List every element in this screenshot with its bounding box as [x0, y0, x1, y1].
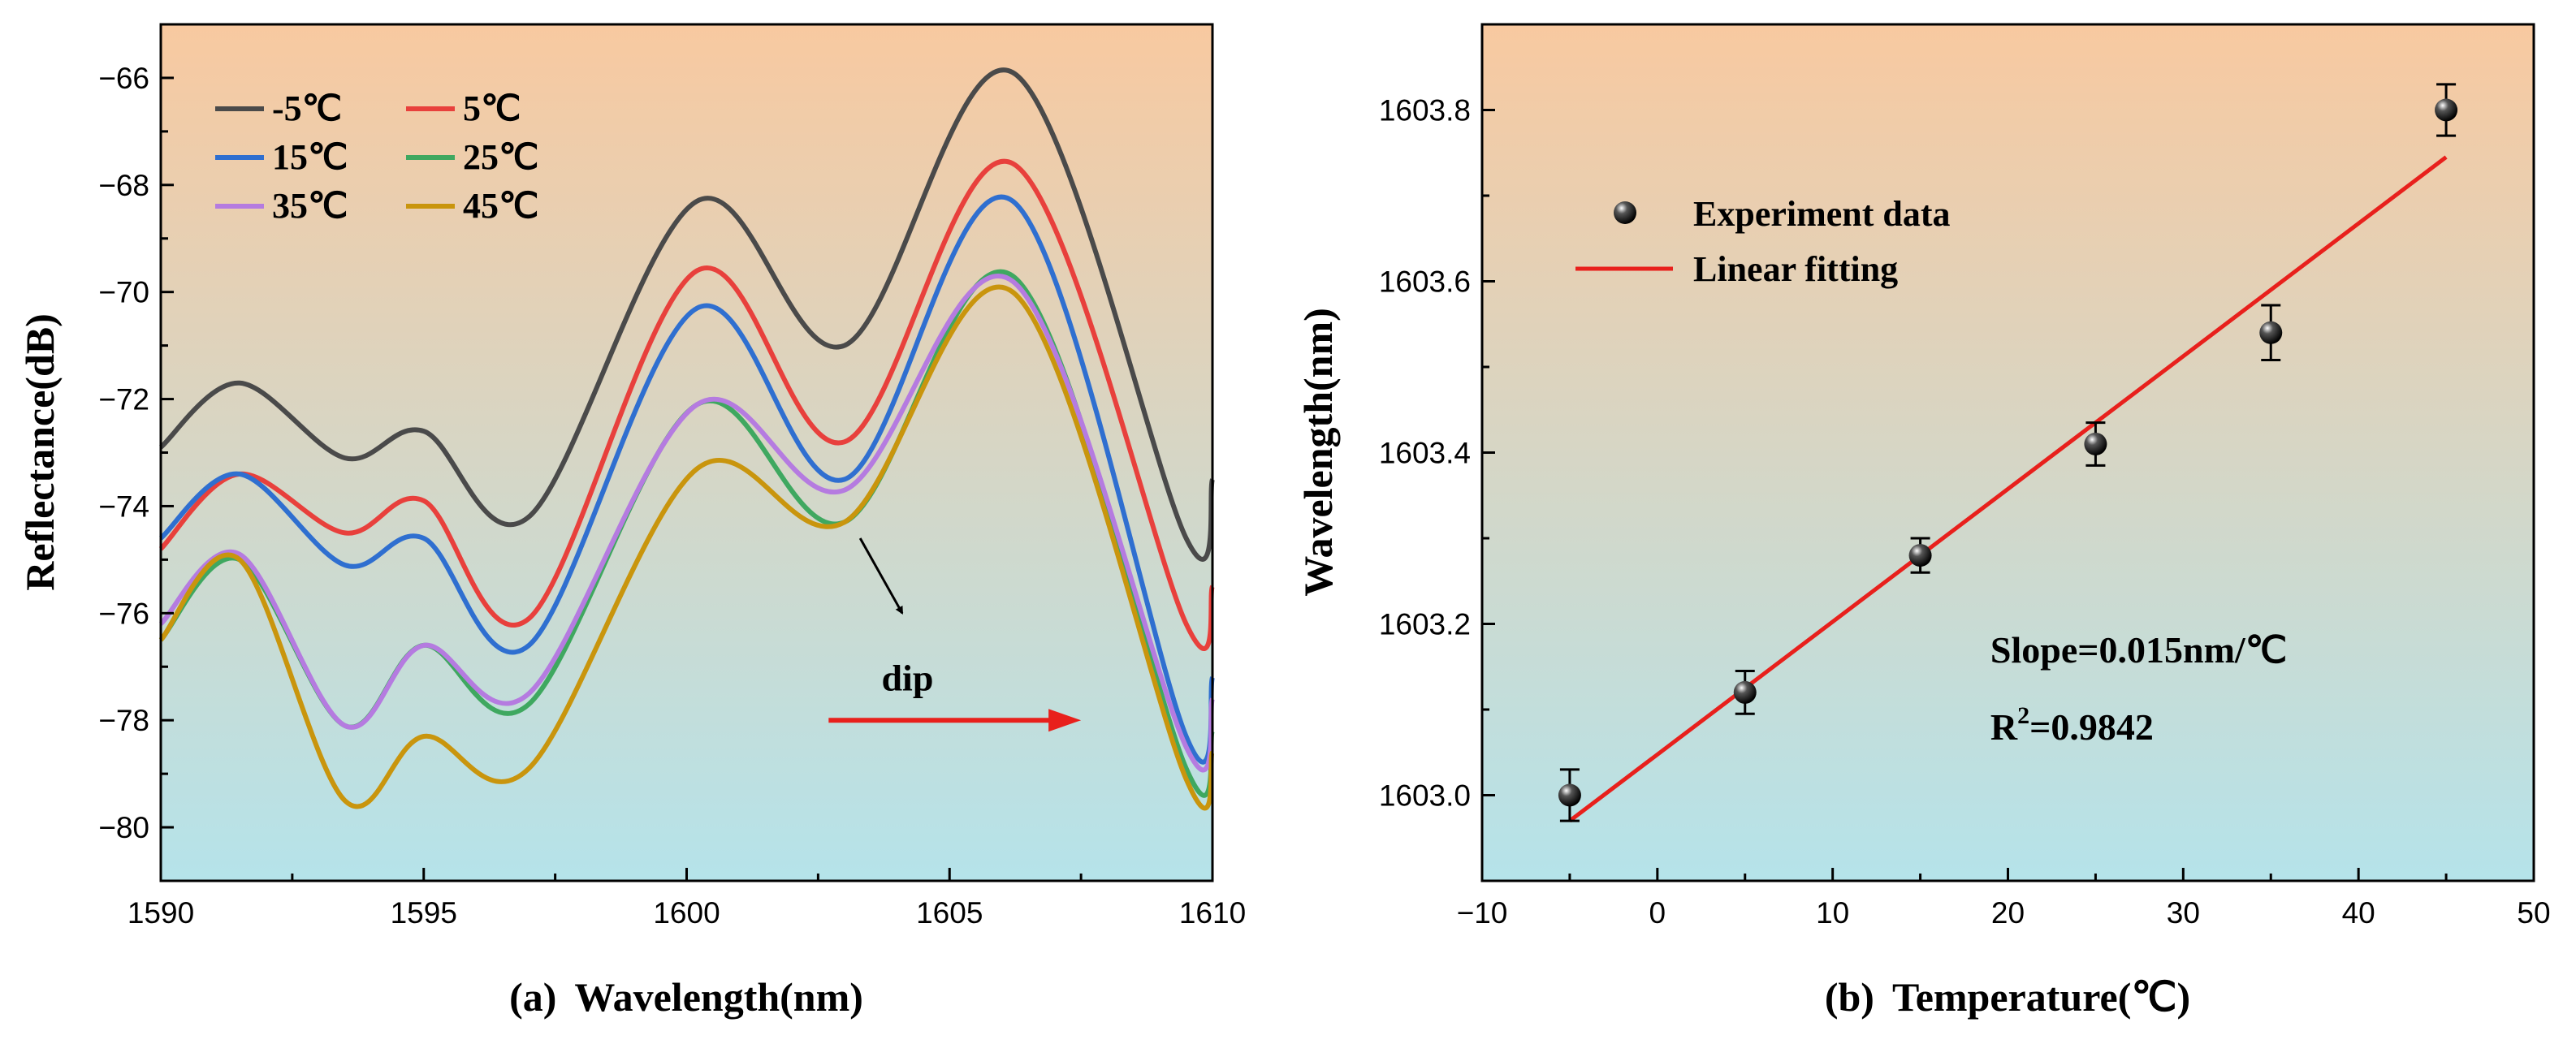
chart-a-ytick-label: −68 — [98, 169, 149, 202]
chart-a-xlabel: (a) Wavelength(nm) — [509, 974, 863, 1020]
chart-b-ytick-label: 1603.4 — [1379, 437, 1471, 470]
chart-a-ytick-label: −78 — [98, 704, 149, 737]
chart-a-legend-label: 25℃ — [463, 137, 538, 177]
chart-b-plot-area — [1482, 24, 2534, 881]
chart-a-legend-label: 5℃ — [463, 88, 521, 128]
chart-b-point — [2259, 321, 2283, 344]
chart-a-ticks: 1590 1595 1600 1605 1610 −80 −78 −76 −74 −72 −70 −6… — [98, 62, 1246, 930]
chart-b: Experiment data Linear fitting Slope=0.01… — [1295, 23, 2551, 1020]
chart-a-xtick-label: 1600 — [653, 896, 720, 930]
chart-a-dip-arrow — [858, 537, 904, 615]
chart-b-xlabel: (b) Temperature(℃) — [1825, 974, 2190, 1020]
chart-a-ytick-label: −70 — [98, 276, 149, 309]
chart-b-xtick-label: 40 — [2342, 896, 2375, 930]
chart-b-panel-label: (b) — [1825, 974, 1874, 1020]
chart-b-point — [1733, 680, 1757, 704]
chart-a-panel-label: (a) — [509, 974, 556, 1020]
chart-a-xtick-label: 1590 — [128, 896, 194, 930]
chart-a-series-line — [158, 158, 1215, 651]
chart-b-legend-label: Experiment data — [1693, 194, 1951, 234]
chart-b-xtick-label: 0 — [1649, 896, 1666, 930]
chart-a-legend-label: 35℃ — [272, 186, 348, 226]
chart-a-series-line — [158, 67, 1215, 562]
chart-b-xtick-label: 20 — [1991, 896, 2025, 930]
chart-b-fit-line-group — [1568, 155, 2448, 823]
chart-a-legend-label: 45℃ — [463, 186, 538, 226]
chart-a-legend-label: -5℃ — [272, 88, 342, 128]
chart-a-series-line — [158, 194, 1215, 765]
chart-b-points-group — [1558, 83, 2458, 822]
chart-a-series-line — [158, 274, 1215, 773]
chart-a-xtick-label: 1605 — [916, 896, 983, 930]
chart-a-shift-arrowhead — [1048, 709, 1082, 732]
chart-b-point — [1908, 544, 1932, 567]
chart-b-ticks: −10 0 10 20 30 40 50 1603.0 1603.2 1603.4 1603.6 16… — [1379, 94, 2551, 930]
chart-a-xlabel-text: Wavelength(nm) — [574, 974, 863, 1020]
chart-b-point — [2084, 432, 2107, 455]
chart-b-slope-annotation: Slope=0.015nm/℃ — [1990, 629, 2287, 671]
chart-b-legend-label: Linear fitting — [1693, 249, 1898, 289]
chart-a-ytick-label: −72 — [98, 383, 149, 416]
chart-b-ytick-label: 1603.6 — [1379, 265, 1471, 299]
chart-b-xtick-label: 30 — [2167, 896, 2200, 930]
chart-b-xtick-label: 50 — [2517, 896, 2550, 930]
chart-b-legend: Experiment data Linear fitting — [1575, 194, 1951, 289]
chart-a-xtick-label: 1610 — [1179, 896, 1246, 930]
chart-b-fit-line — [1568, 155, 2448, 823]
chart-b-xlabel-text: Temperature(℃) — [1892, 974, 2190, 1020]
chart-a: -5℃ 5℃ 15℃ 25℃ 35℃ 45℃ dip 1590 1595 1600 1605 16… — [17, 23, 1246, 1020]
chart-b-legend-marker — [1614, 201, 1636, 224]
chart-a-legend-label: 15℃ — [272, 137, 348, 177]
chart-a-ytick-label: −80 — [98, 811, 149, 844]
chart-a-series-line — [158, 284, 1215, 811]
chart-b-ytick-label: 1603.2 — [1379, 608, 1471, 641]
chart-a-legend: -5℃ 5℃ 15℃ 25℃ 35℃ 45℃ — [215, 88, 538, 226]
chart-a-annotations: dip — [828, 537, 1082, 732]
chart-b-xtick-label: −10 — [1457, 896, 1508, 930]
chart-a-ytick-label: −66 — [98, 62, 149, 95]
chart-b-ytick-label: 1603.0 — [1379, 779, 1471, 813]
chart-a-xtick-label: 1595 — [391, 896, 457, 930]
chart-a-dip-label: dip — [881, 657, 933, 698]
chart-a-ytick-label: −76 — [98, 597, 149, 630]
chart-b-r2-annotation: R2=0.9842 — [1990, 702, 2154, 748]
chart-a-series-group — [158, 67, 1215, 811]
chart-b-point — [1558, 783, 1581, 807]
chart-b-point — [2435, 98, 2458, 122]
chart-b-ylabel: Wavelength(nm) — [1295, 308, 1341, 597]
chart-b-xtick-label: 10 — [1816, 896, 1849, 930]
chart-a-ytick-label: −74 — [98, 490, 149, 523]
chart-b-ytick-label: 1603.8 — [1379, 94, 1471, 127]
chart-a-ylabel: Reflectance(dB) — [17, 313, 63, 591]
